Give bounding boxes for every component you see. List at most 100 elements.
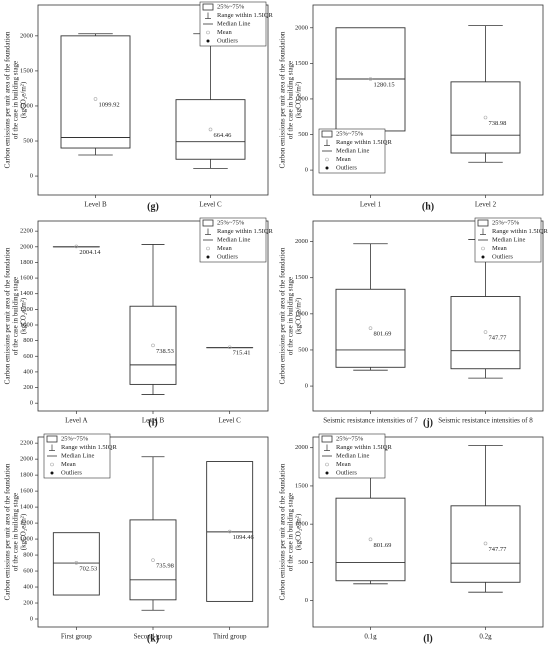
legend-label: Median Line <box>336 147 370 154</box>
legend-label: Median Line <box>492 236 526 243</box>
legend-label: Range within 1.5IQR <box>61 444 117 451</box>
legend-label: 25%~75% <box>61 435 89 442</box>
y-tick-label: 2200 <box>20 228 33 235</box>
y-tick-label: 800 <box>23 552 33 559</box>
mean-label: 1094.46 <box>233 534 255 541</box>
legend-label: 25%~75% <box>336 130 364 137</box>
y-tick-label: 1400 <box>20 504 33 511</box>
mean-label: 2004.14 <box>79 249 101 256</box>
x-tick-label: Level C <box>199 201 222 209</box>
y-tick-label: 2200 <box>20 440 33 447</box>
legend-label: Mean <box>492 245 508 252</box>
y-axis-label: of the case in building stage <box>287 493 295 571</box>
plot-frame <box>312 220 544 412</box>
panel-label: (k) <box>147 633 159 644</box>
y-tick-label: 500 <box>298 346 308 353</box>
panel: 0 200 400 600 800 1000 1200 1400 1600 1800 2000 220… <box>4 433 269 644</box>
x-tick-label: First group <box>61 633 92 641</box>
mean-label: 747.77 <box>489 546 508 553</box>
y-tick-label: 2000 <box>20 243 33 250</box>
legend-icon <box>325 471 329 475</box>
y-tick-label: 1800 <box>20 259 33 266</box>
mean-marker <box>483 115 488 120</box>
mean-marker <box>74 561 79 565</box>
mean-label: 735.98 <box>156 563 174 570</box>
y-tick-label: 800 <box>23 337 33 344</box>
mean-label: 1280.15 <box>374 81 395 88</box>
y-tick-label: 1500 <box>20 67 33 74</box>
legend-label: Outliers <box>217 253 238 260</box>
legend-label: Mean <box>336 461 352 468</box>
plot-frame <box>37 4 269 196</box>
x-tick-label: Level A <box>65 417 87 425</box>
legend-icon <box>206 30 210 35</box>
y-axis-label: (kgCO₂e/m²) <box>295 297 303 334</box>
mean-label: 747.77 <box>489 335 508 342</box>
y-tick-label: 1200 <box>20 520 33 527</box>
legend-label: Range within 1.5IQR <box>217 228 273 235</box>
y-axis-label: Carbon emissions per unit area of the fo… <box>4 31 12 168</box>
mean-label: 702.53 <box>79 565 97 572</box>
legend-label: Outliers <box>336 164 357 171</box>
y-axis-label: (kgCO₂e/m²) <box>20 81 28 118</box>
x-tick-label: Third group <box>213 633 247 641</box>
y-tick-label: 2000 <box>20 32 33 39</box>
mean-label: 664.46 <box>214 132 233 139</box>
legend-label: Range within 1.5IQR <box>336 139 392 146</box>
mean-label: 715.41 <box>233 350 251 357</box>
y-tick-label: 500 <box>23 137 33 144</box>
mean-marker <box>74 244 79 249</box>
mean-marker <box>368 326 373 330</box>
y-axis-label: Carbon emissions per unit area of the fo… <box>279 247 287 384</box>
legend-label: Range within 1.5IQR <box>336 444 392 451</box>
legend-icon <box>325 166 329 170</box>
legend-icon <box>321 130 333 138</box>
y-axis-label: Carbon emissions per unit area of the fo… <box>4 463 12 600</box>
box <box>450 81 521 154</box>
box <box>52 532 100 596</box>
y-tick-label: 200 <box>23 600 33 607</box>
y-tick-label: 600 <box>23 568 33 575</box>
legend-label: Median Line <box>336 452 370 459</box>
legend-icon <box>50 462 54 467</box>
y-tick-label: 0 <box>305 383 308 390</box>
y-tick-label: 0 <box>30 615 33 622</box>
box <box>335 497 406 582</box>
legend-label: Mean <box>61 461 77 468</box>
panel: 0 500 1000 1500 2000 Carbon emissions per uni… <box>4 1 273 212</box>
legend-label: Median Line <box>217 236 251 243</box>
y-tick-label: 1500 <box>295 274 308 281</box>
y-tick-label: 0 <box>30 173 33 180</box>
plot-frame <box>312 4 544 196</box>
y-tick-label: 1500 <box>295 60 308 67</box>
y-tick-label: 1200 <box>20 306 33 313</box>
legend-label: 25%~75% <box>217 3 245 10</box>
legend-label: 25%~75% <box>492 219 520 226</box>
y-tick-label: 1600 <box>20 275 33 282</box>
legend-label: Outliers <box>492 253 513 260</box>
panel-label: (i) <box>148 417 157 428</box>
legend-icon <box>325 462 329 467</box>
mean-marker <box>151 343 155 348</box>
panel: 0 200 400 600 800 1000 1200 1400 1600 1800 2000 220… <box>4 217 273 428</box>
y-axis-label: Carbon emissions per unit area of the fo… <box>279 31 287 168</box>
legend-label: Mean <box>217 29 233 36</box>
y-tick-label: 2000 <box>295 444 308 451</box>
legend-label: Outliers <box>61 469 82 476</box>
y-tick-label: 1000 <box>295 310 308 317</box>
mean-marker <box>483 541 488 546</box>
y-tick-label: 1000 <box>20 536 33 543</box>
x-tick-label: Level 1 <box>360 201 382 209</box>
legend-icon <box>206 39 210 43</box>
legend-icon <box>202 219 214 227</box>
mean-marker <box>227 529 232 534</box>
y-axis-label: Carbon emissions per unit area of the fo… <box>4 247 12 384</box>
y-tick-label: 600 <box>23 353 33 360</box>
y-tick-label: 1000 <box>20 102 33 109</box>
mean-marker <box>227 345 232 350</box>
y-tick-label: 1600 <box>20 488 33 495</box>
mean-label: 738.98 <box>489 120 507 127</box>
mean-label: 801.69 <box>374 542 392 549</box>
y-tick-label: 2000 <box>295 238 308 245</box>
